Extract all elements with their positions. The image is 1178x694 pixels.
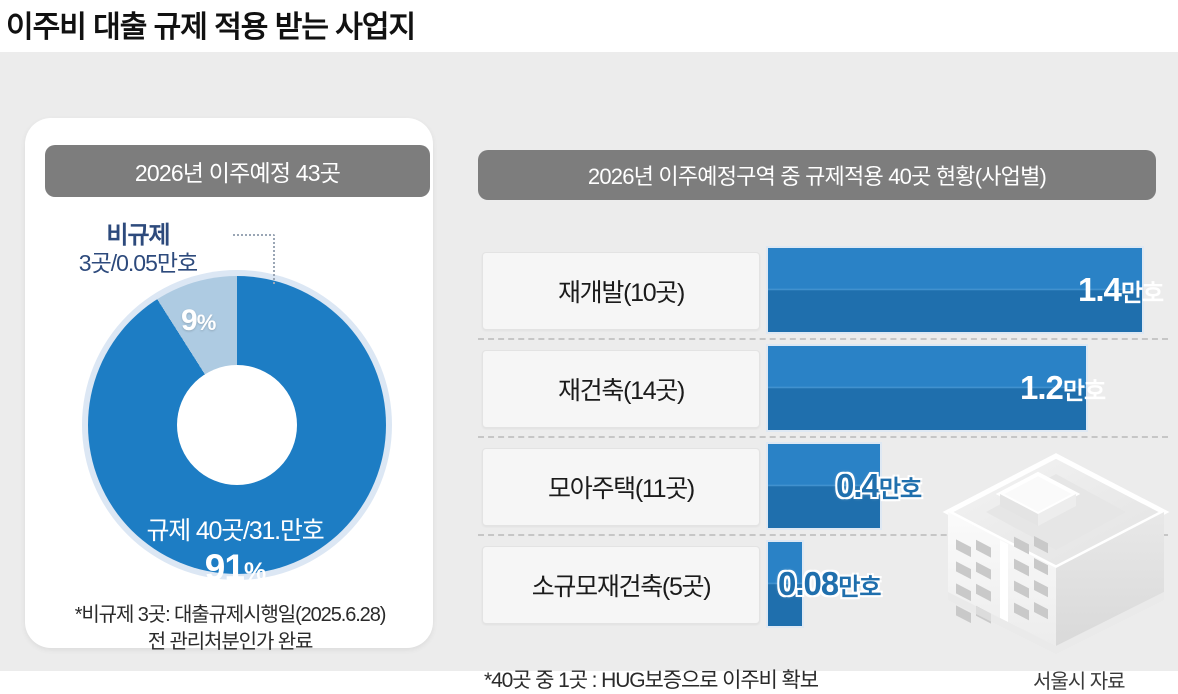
bar-fill [768,444,880,528]
bar-value-unit: 만호 [838,574,881,601]
bar-value-number: 0.08 [778,565,839,602]
bar-chart-header: 2026년 이주예정구역 중 규제적용 40곳 현황(사업별) [478,150,1156,200]
donut-card-note-line1: *비규제 3곳: 대출규제시행일(2025.6.28) [74,604,387,626]
bar-value-label: 1.4만호 [1078,271,1164,309]
nonregulated-percent: 9% [181,304,217,338]
bar-category-box: 모아주택(11곳) [482,448,760,526]
bar-value-unit: 만호 [1062,378,1106,405]
bar-value-label: 0.08만호 [778,565,881,603]
nonregulated-label: 비규제 3곳/0.05만호 [38,222,238,277]
nonregulated-percent-number: 9 [181,304,198,337]
bar-chart: 재개발(10곳) 1.4만호 재건축(14곳) 1.2만호 [478,242,1168,642]
bar-category-box: 재건축(14곳) [482,350,760,428]
bar-category-label: 모아주택(11곳) [548,475,695,503]
infographic-panel: 2026년 이주예정 43곳 비규제 3곳/0.05만호 9% 규제 40곳/3… [0,52,1178,693]
regulated-percent-number: 91 [204,546,245,588]
bar-chart-note: *40곳 중 1곳 : HUG보증으로 이주비 확보 [484,669,819,692]
donut-hole [177,365,297,485]
bar-value-unit: 만호 [878,476,922,503]
donut-card-header: 2026년 이주예정 43곳 [45,145,430,197]
bar-row: 재건축(14곳) 1.2만호 [478,338,1168,436]
bar-value-label: 1.2만호 [1020,369,1106,407]
bar-category-label: 재개발(10곳) [557,279,685,307]
bar-fill [768,346,1086,430]
bar-value-unit: 만호 [1120,280,1164,307]
bar-category-box: 재개발(10곳) [482,252,760,330]
regulated-percent: 91% [60,546,410,589]
bar-row: 모아주택(11곳) 0.4만호 [478,436,1168,534]
nonregulated-leader-line [233,234,275,284]
bar-value-label: 0.4만호 [836,467,922,505]
nonregulated-label-line2: 3곳/0.05만호 [78,250,198,277]
donut-card-note-line2: 전 관리처분인가 완료 [147,631,314,653]
bar-value-number: 1.4 [1078,271,1122,308]
nonregulated-label-line1: 비규제 [106,222,170,249]
donut-chart [82,270,392,580]
bar-category-label: 재건축(14곳) [557,377,685,405]
bar-fill [768,542,802,626]
source-label: 서울시 자료 [1033,671,1126,693]
bar-category-label: 소규모재건축(5곳) [531,573,712,601]
bar-category-box: 소규모재건축(5곳) [482,546,760,624]
bar-fill [768,248,1142,332]
bar-row: 소규모재건축(5곳) 0.08만호 [478,534,1168,632]
donut-card-note: *비규제 3곳: 대출규제시행일(2025.6.28) 전 관리처분인가 완료 [30,602,430,656]
bar-row: 재개발(10곳) 1.4만호 [478,242,1168,338]
bar-value-number: 0.4 [836,467,880,504]
regulated-label-group: 규제 40곳/31.만호 91% [60,517,410,589]
regulated-label: 규제 40곳/31.만호 [146,517,324,545]
page-title: 이주비 대출 규제 적용 받는 사업지 [6,11,416,44]
regulated-percent-symbol: % [243,557,266,586]
nonregulated-percent-symbol: % [196,310,217,335]
bar-value-number: 1.2 [1020,369,1064,406]
